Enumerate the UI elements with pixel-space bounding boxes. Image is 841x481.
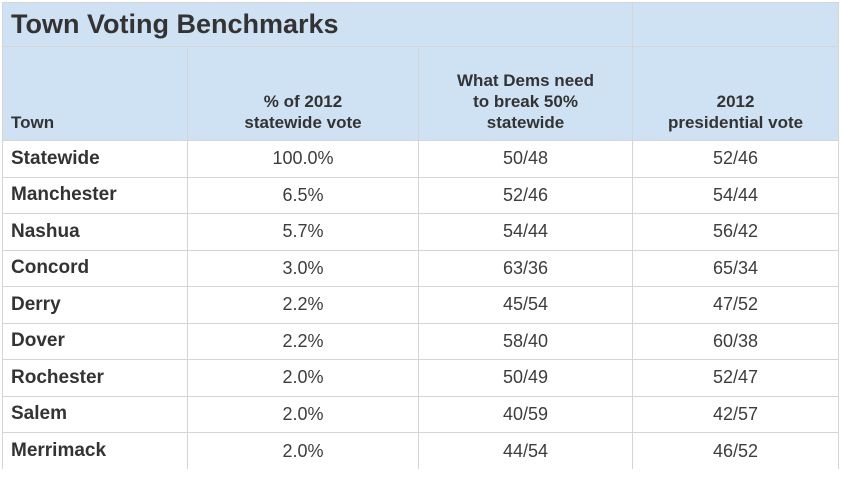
town-cell: Concord xyxy=(2,249,188,287)
dems-need-cell: 58/40 xyxy=(417,322,634,360)
benchmarks-table: Town Voting Benchmarks Town % of 2012 st… xyxy=(1,2,840,469)
table-row: Salem 2.0% 40/59 42/57 xyxy=(2,395,840,433)
statewide-pct-cell: 2.0% xyxy=(187,359,419,397)
header-line: What Dems need xyxy=(457,71,594,90)
pres-2012-cell: 47/52 xyxy=(632,286,840,324)
table-row: Rochester 2.0% 50/49 52/47 xyxy=(2,359,840,397)
benchmarks-sheet: Town Voting Benchmarks Town % of 2012 st… xyxy=(1,2,840,469)
town-cell: Manchester xyxy=(2,176,188,214)
statewide-pct-cell: 2.0% xyxy=(187,395,419,433)
pres-2012-cell: 54/44 xyxy=(632,176,840,214)
title-row: Town Voting Benchmarks xyxy=(1,2,840,47)
header-line: to break 50% xyxy=(473,92,578,111)
table-row: Nashua 5.7% 54/44 56/42 xyxy=(2,213,840,251)
town-cell: Derry xyxy=(2,286,188,324)
header-line: statewide xyxy=(486,113,565,132)
statewide-pct-cell: 2.0% xyxy=(187,432,419,469)
column-header-statewide-pct: % of 2012 statewide vote xyxy=(187,46,419,141)
town-cell: Dover xyxy=(2,322,188,360)
dems-need-cell: 50/48 xyxy=(417,140,634,178)
pres-2012-cell: 60/38 xyxy=(632,322,840,360)
header-line: statewide vote xyxy=(244,113,362,132)
statewide-pct-cell: 5.7% xyxy=(187,213,419,251)
dems-need-cell: 45/54 xyxy=(417,286,634,324)
town-cell: Rochester xyxy=(2,359,188,397)
town-cell: Nashua xyxy=(2,213,188,251)
pres-2012-cell: 46/52 xyxy=(632,432,840,469)
statewide-pct-cell: 3.0% xyxy=(187,249,419,287)
pres-2012-cell: 52/47 xyxy=(632,359,840,397)
column-header-pres-2012: 2012 presidential vote xyxy=(632,46,840,141)
dems-need-cell: 44/54 xyxy=(417,432,634,469)
table-row: Dover 2.2% 58/40 60/38 xyxy=(2,322,840,360)
pres-2012-cell: 42/57 xyxy=(632,395,840,433)
statewide-pct-cell: 2.2% xyxy=(187,322,419,360)
header-line: Town xyxy=(11,113,55,132)
dems-need-cell: 50/49 xyxy=(417,359,634,397)
table-row: Manchester 6.5% 52/46 54/44 xyxy=(2,176,840,214)
header-row: Town % of 2012 statewide vote What Dems … xyxy=(2,46,840,141)
dems-need-cell: 63/36 xyxy=(417,249,634,287)
town-cell: Salem xyxy=(2,395,188,433)
statewide-pct-cell: 6.5% xyxy=(187,176,419,214)
table-row: Statewide 100.0% 50/48 52/46 xyxy=(2,140,840,178)
pres-2012-cell: 52/46 xyxy=(632,140,840,178)
page-title: Town Voting Benchmarks xyxy=(1,2,634,47)
town-cell: Merrimack xyxy=(2,432,188,469)
table-row: Derry 2.2% 45/54 47/52 xyxy=(2,286,840,324)
town-cell: Statewide xyxy=(2,140,188,178)
table-row: Concord 3.0% 63/36 65/34 xyxy=(2,249,840,287)
header-line: % of 2012 xyxy=(263,92,343,111)
pres-2012-cell: 56/42 xyxy=(632,213,840,251)
header-line: presidential vote xyxy=(667,113,804,132)
dems-need-cell: 52/46 xyxy=(417,176,634,214)
table-row: Merrimack 2.0% 44/54 46/52 xyxy=(2,432,840,469)
column-header-dems-need: What Dems need to break 50% statewide xyxy=(417,46,634,141)
statewide-pct-cell: 2.2% xyxy=(187,286,419,324)
dems-need-cell: 54/44 xyxy=(417,213,634,251)
pres-2012-cell: 65/34 xyxy=(632,249,840,287)
header-line: 2012 xyxy=(716,92,755,111)
dems-need-cell: 40/59 xyxy=(417,395,634,433)
title-row-empty-cell xyxy=(632,2,840,47)
column-header-town: Town xyxy=(2,46,188,141)
statewide-pct-cell: 100.0% xyxy=(187,140,419,178)
